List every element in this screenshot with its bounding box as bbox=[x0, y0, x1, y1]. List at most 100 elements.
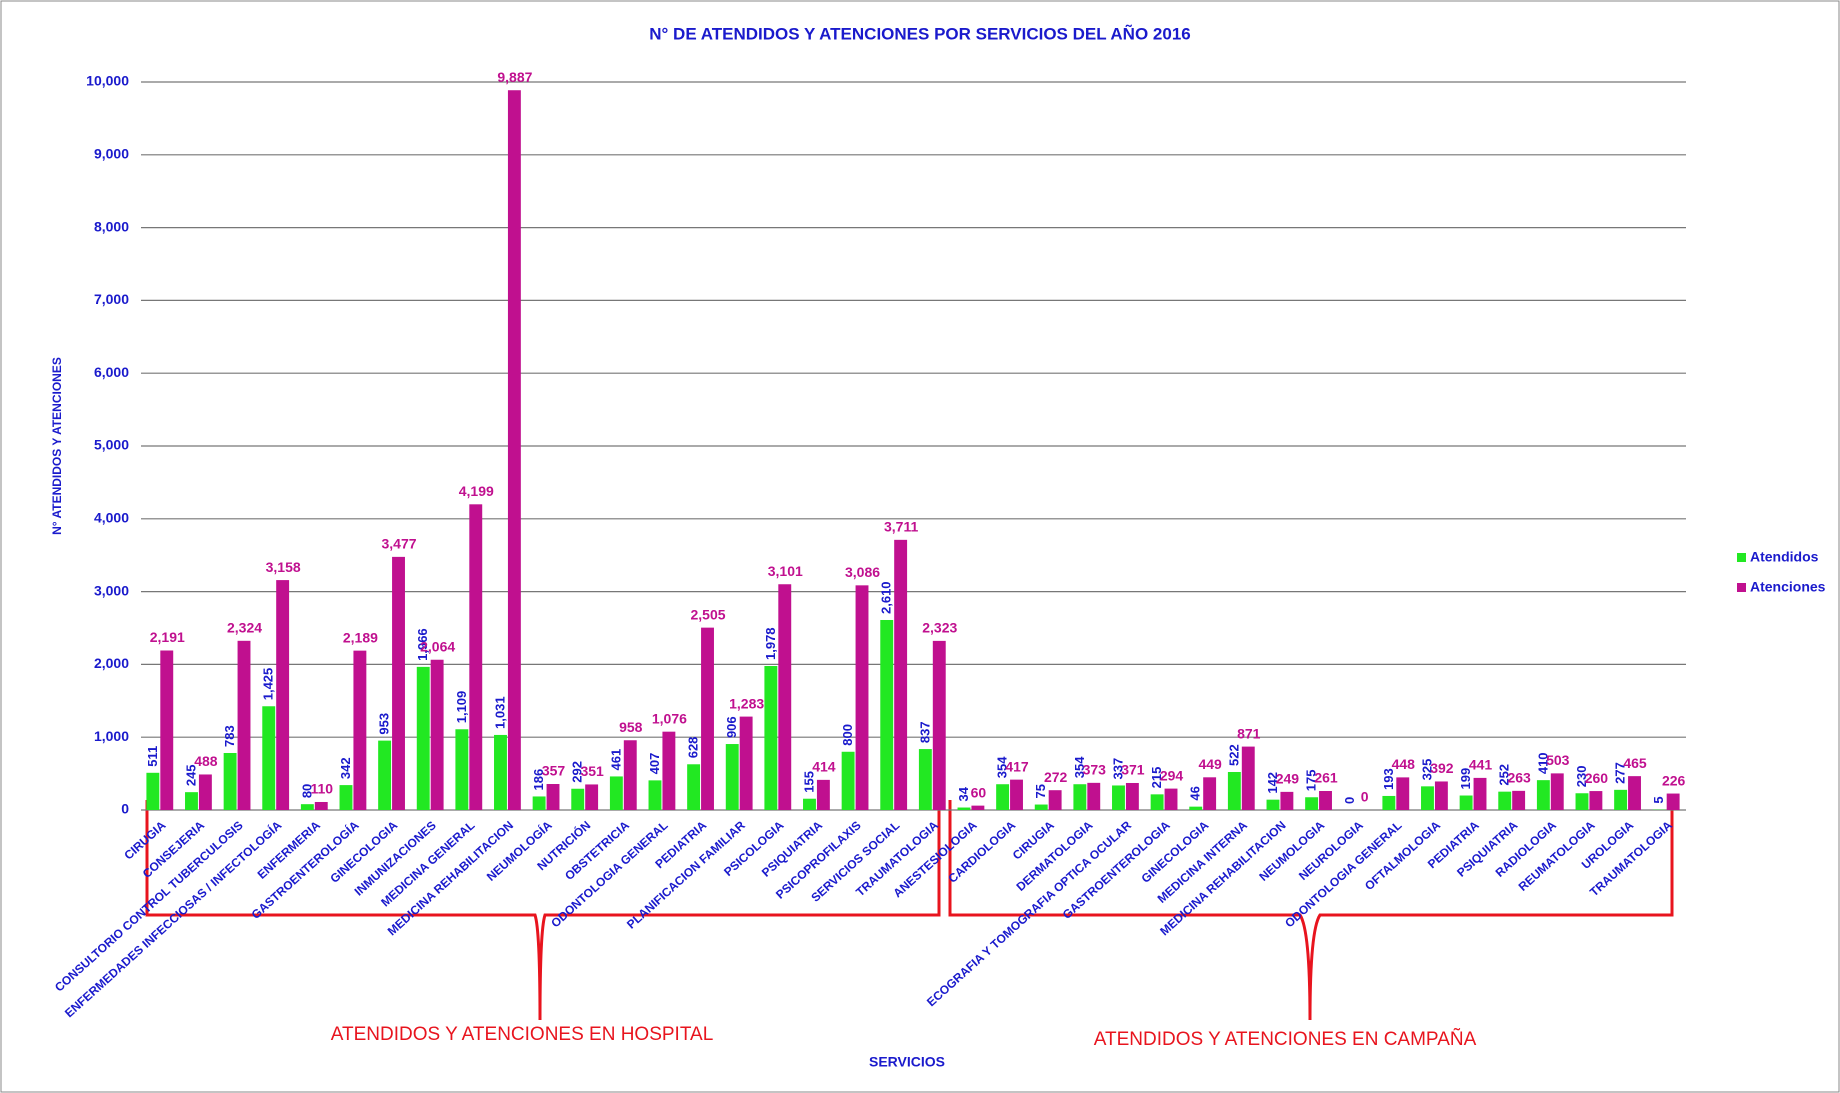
value-label: 75 bbox=[1033, 784, 1048, 798]
bar bbox=[623, 740, 637, 810]
value-label: 1,978 bbox=[763, 627, 778, 660]
value-label: 1,076 bbox=[652, 710, 687, 726]
bar bbox=[739, 716, 753, 810]
value-label: 871 bbox=[1237, 725, 1261, 741]
bar bbox=[1498, 791, 1512, 810]
value-label: 342 bbox=[338, 757, 353, 779]
bar bbox=[1614, 789, 1628, 810]
value-label: 371 bbox=[1121, 762, 1145, 778]
value-label: 193 bbox=[1381, 768, 1396, 790]
bar bbox=[996, 784, 1010, 810]
bar bbox=[1589, 791, 1603, 810]
value-label: 0 bbox=[1342, 797, 1357, 804]
y-tick-label: 3,000 bbox=[94, 582, 129, 598]
annotation: ATENDIDOS Y ATENCIONES EN HOSPITAL bbox=[331, 1024, 714, 1045]
bar bbox=[855, 585, 869, 810]
bar bbox=[1536, 780, 1550, 810]
bar bbox=[609, 776, 623, 810]
value-label: 392 bbox=[1430, 760, 1454, 776]
bar bbox=[1575, 793, 1589, 810]
value-label: 175 bbox=[1304, 770, 1319, 792]
bar bbox=[803, 798, 816, 810]
value-label: 354 bbox=[995, 756, 1010, 778]
bar bbox=[880, 619, 894, 810]
bar bbox=[469, 504, 483, 810]
y-tick-label: 2,000 bbox=[94, 655, 129, 671]
value-label: 800 bbox=[840, 724, 855, 746]
y-tick-label: 1,000 bbox=[94, 728, 129, 744]
bar bbox=[918, 749, 932, 810]
value-label: 1,966 bbox=[415, 628, 430, 661]
value-label: 215 bbox=[1149, 767, 1164, 789]
bar bbox=[146, 772, 160, 810]
value-label: 410 bbox=[1535, 752, 1550, 774]
bar bbox=[1073, 784, 1087, 810]
bar bbox=[276, 580, 290, 810]
value-label: 80 bbox=[299, 784, 314, 798]
bar bbox=[816, 779, 830, 810]
value-label: 953 bbox=[377, 713, 392, 735]
value-label: 628 bbox=[686, 737, 701, 759]
value-label: 465 bbox=[1623, 755, 1647, 771]
bar bbox=[1421, 786, 1434, 810]
value-label: 5 bbox=[1651, 796, 1666, 803]
value-label: 461 bbox=[608, 749, 623, 771]
x-tick-label: CARDIOLOGIA bbox=[945, 818, 1018, 886]
y-tick-label: 8,000 bbox=[94, 218, 129, 234]
value-label: 1,031 bbox=[492, 696, 507, 729]
value-label: 0 bbox=[1361, 789, 1369, 805]
bar bbox=[701, 627, 714, 810]
value-label: 2,505 bbox=[690, 606, 725, 622]
bar bbox=[971, 805, 985, 810]
value-label: 354 bbox=[1072, 756, 1087, 778]
value-label: 2,189 bbox=[343, 629, 378, 645]
legend-swatch bbox=[1737, 553, 1746, 562]
value-label: 3,086 bbox=[845, 564, 880, 580]
value-label: 522 bbox=[1226, 744, 1241, 766]
value-label: 2,610 bbox=[879, 581, 894, 614]
chart-title: N° DE ATENDIDOS Y ATENCIONES POR SERVICI… bbox=[649, 23, 1190, 43]
value-label: 449 bbox=[1198, 756, 1222, 772]
bar bbox=[1227, 771, 1241, 810]
bar bbox=[894, 539, 908, 810]
value-label: 2,323 bbox=[922, 620, 957, 636]
bar bbox=[1112, 785, 1125, 810]
y-tick-label: 7,000 bbox=[94, 291, 129, 307]
y-axis-label: N° ATENDIDOS Y ATENCIONES bbox=[50, 357, 64, 535]
y-tick-label: 9,000 bbox=[94, 146, 129, 162]
bar bbox=[1280, 791, 1294, 810]
value-label: 226 bbox=[1662, 772, 1686, 788]
legend-swatch bbox=[1737, 583, 1746, 592]
bar bbox=[778, 584, 792, 810]
value-label: 906 bbox=[724, 716, 739, 738]
legend-label: Atenciones bbox=[1750, 579, 1826, 595]
value-label: 488 bbox=[194, 753, 218, 769]
x-tick-label: GINECOLOGIA bbox=[1139, 818, 1212, 886]
value-label: 1,425 bbox=[261, 668, 276, 701]
x-tick-label: NEUMOLOGÍA bbox=[483, 817, 555, 884]
bar bbox=[353, 650, 367, 810]
bar bbox=[1319, 790, 1332, 810]
value-label: 337 bbox=[1110, 758, 1125, 780]
value-label: 503 bbox=[1546, 752, 1570, 768]
bar bbox=[662, 731, 676, 810]
bar bbox=[1164, 788, 1178, 810]
value-label: 60 bbox=[971, 784, 987, 800]
value-label: 142 bbox=[1265, 772, 1280, 794]
value-label: 414 bbox=[812, 759, 836, 775]
bar bbox=[160, 650, 174, 810]
bar bbox=[1396, 777, 1410, 810]
bar bbox=[1512, 790, 1526, 810]
bar bbox=[494, 734, 507, 810]
value-label: 4,199 bbox=[459, 483, 494, 499]
value-label: 837 bbox=[917, 721, 932, 743]
bar bbox=[841, 751, 855, 810]
y-tick-label: 4,000 bbox=[94, 510, 129, 526]
value-label: 110 bbox=[310, 781, 333, 797]
bar bbox=[1434, 781, 1448, 810]
value-label: 9,887 bbox=[497, 69, 532, 85]
bar bbox=[1010, 779, 1023, 810]
bar bbox=[262, 706, 276, 810]
